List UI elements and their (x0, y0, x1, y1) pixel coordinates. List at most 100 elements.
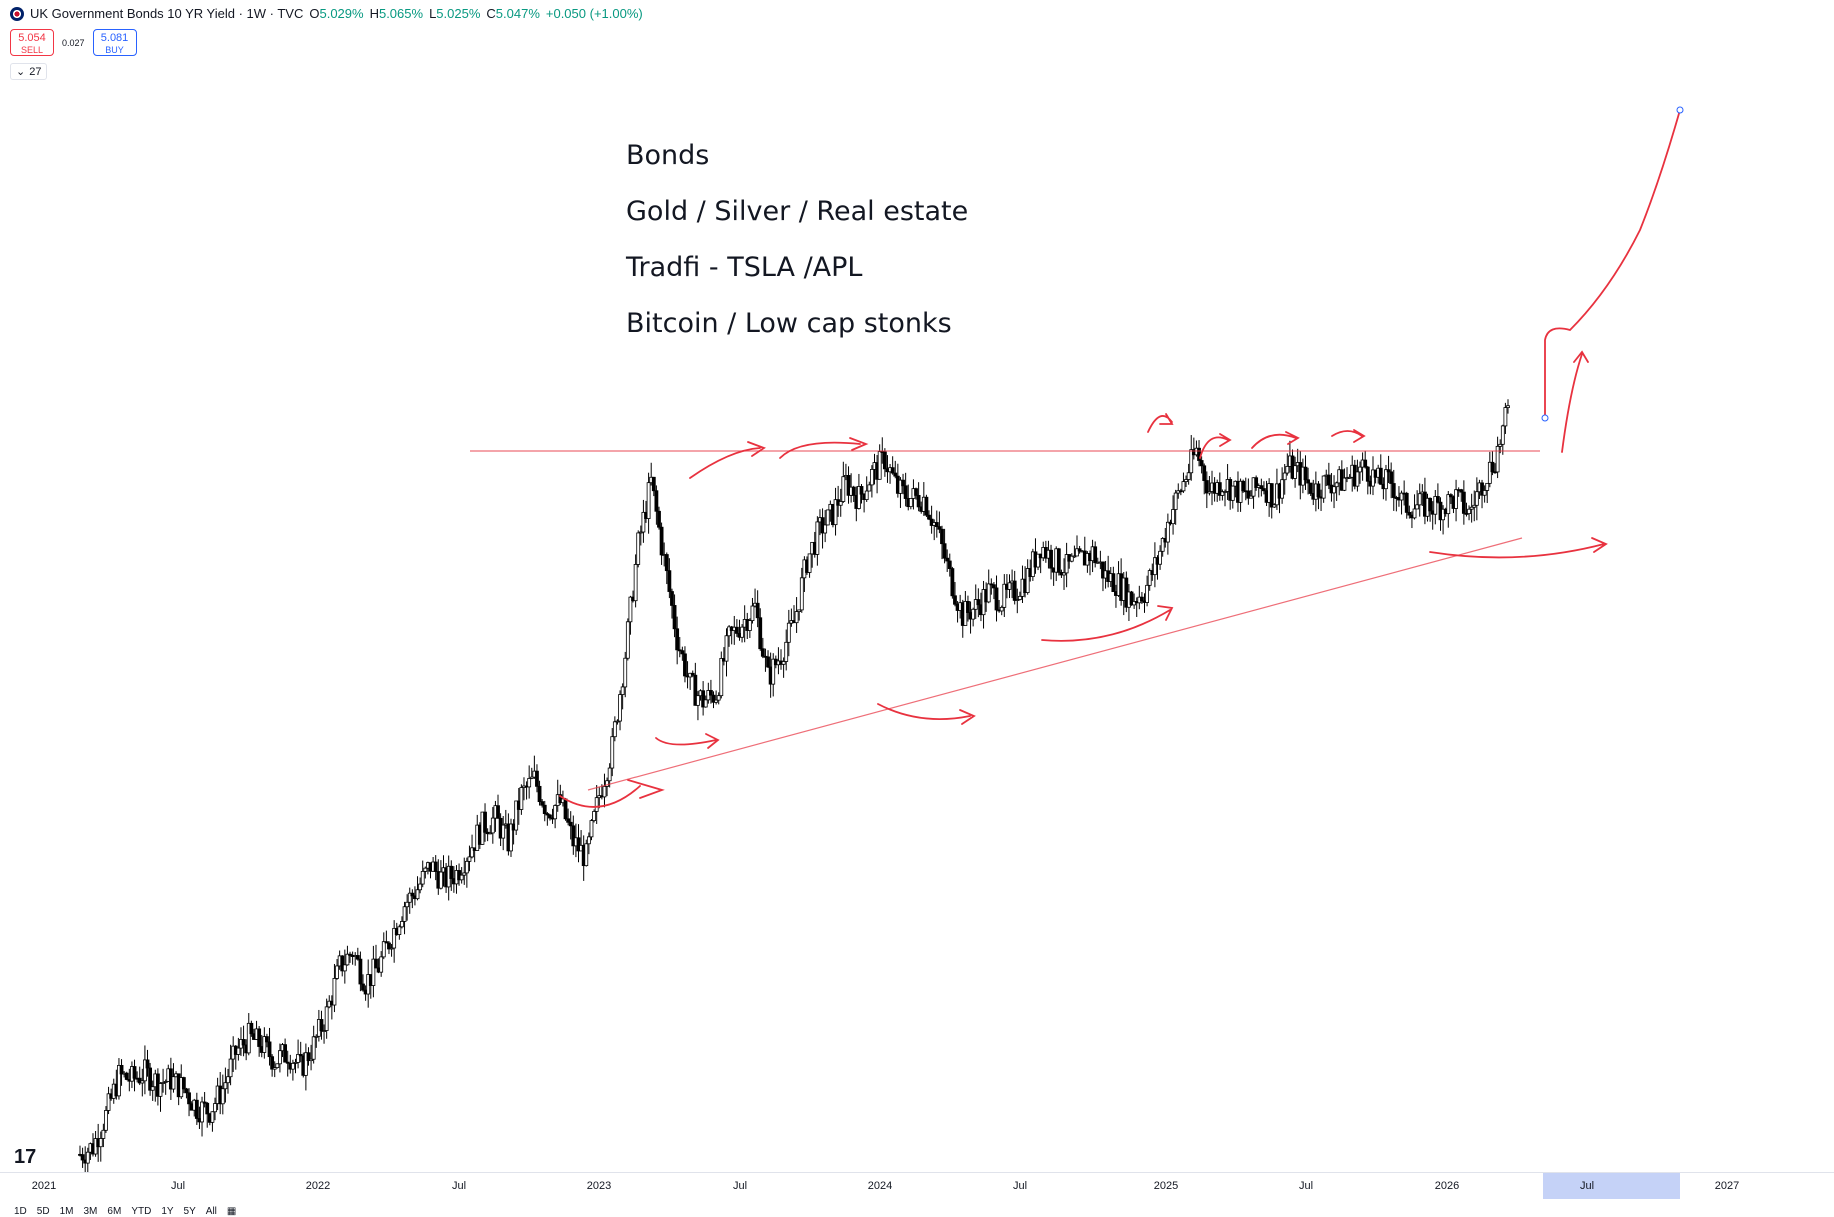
time-tick: Jul (1298, 1180, 1314, 1192)
candle-body (693, 674, 698, 706)
candle-body (1272, 504, 1277, 508)
candle-body (1503, 407, 1508, 427)
candle-body (1158, 550, 1162, 565)
candle-body (1358, 466, 1362, 473)
arrow-path (779, 437, 869, 459)
candle-body (145, 1059, 150, 1069)
ohlc-low: L5.025% (429, 6, 481, 21)
candle-body (1365, 466, 1370, 482)
range-6m-button[interactable]: 6M (107, 1206, 122, 1217)
candle-body (106, 1093, 111, 1111)
candle-body (589, 820, 594, 838)
candle-body (683, 653, 687, 677)
candle-body (571, 825, 576, 847)
range-5y-button[interactable]: 5Y (183, 1206, 196, 1217)
candle-body (755, 602, 760, 619)
candle-body (519, 787, 524, 810)
candle-body (1399, 492, 1404, 501)
ohlc-change: +0.050 (+1.00%) (545, 6, 643, 21)
candle-body (332, 978, 337, 1006)
candle-body (101, 1129, 106, 1139)
candle-body (568, 821, 573, 827)
candle-body (937, 526, 942, 530)
candle-body (703, 699, 708, 708)
symbol-title[interactable]: UK Government Bonds 10 YR Yield · 1W · T… (30, 6, 304, 21)
candle-body (379, 956, 384, 973)
candle-body (1446, 494, 1451, 515)
candle-body (545, 813, 550, 816)
candle-body (654, 490, 659, 512)
candle-body (760, 648, 765, 657)
candle-body (361, 983, 365, 991)
candle-body (1165, 521, 1170, 543)
candle-body (1062, 572, 1066, 576)
candle-body (397, 926, 402, 935)
range-3m-button[interactable]: 3M (83, 1206, 98, 1217)
indicators-toggle[interactable]: ⌄ 27 (10, 63, 48, 80)
candle-body (1184, 479, 1188, 483)
candle-body (877, 451, 882, 480)
buy-button[interactable]: 5.081 BUY (92, 29, 137, 56)
candle-body (1207, 491, 1212, 494)
candle-body (345, 953, 350, 966)
candle-body (143, 1059, 147, 1082)
candle-body (314, 1035, 319, 1038)
arrow-path (559, 779, 665, 808)
candle-body (1056, 548, 1061, 573)
candle-body (194, 1099, 199, 1119)
candle-body (942, 543, 947, 559)
candle-body (163, 1081, 168, 1083)
price-chart[interactable] (0, 0, 1834, 1172)
legend-row: UK Government Bonds 10 YR Yield · 1W · T… (10, 6, 643, 21)
candle-body (825, 509, 830, 526)
candle-body (241, 1039, 246, 1046)
candle-body (514, 800, 519, 831)
ohlc-open: O5.029% (309, 6, 364, 21)
range-1d-button[interactable]: 1D (14, 1206, 27, 1217)
candle-body (392, 927, 397, 949)
candle-body (1308, 482, 1313, 494)
candle-body (1262, 488, 1266, 492)
calendar-icon[interactable]: ▦ (226, 1206, 237, 1217)
candle-body (623, 657, 628, 688)
candle-body (992, 584, 996, 589)
range-ytd-button[interactable]: YTD (131, 1206, 152, 1217)
chevron-down-icon: ⌄ (16, 66, 26, 78)
time-tick: Jul (1012, 1180, 1028, 1192)
candle-body (1303, 466, 1308, 481)
range-5d-button[interactable]: 5D (36, 1206, 50, 1217)
candle-body (285, 1061, 290, 1064)
spread-value: 0.027 (62, 37, 85, 48)
candle-body (612, 721, 617, 738)
candle-body (1459, 489, 1464, 493)
candle-body (1269, 483, 1274, 508)
candle-body (220, 1088, 225, 1105)
sell-button[interactable]: 5.054 SELL (10, 29, 54, 56)
candle-body (483, 811, 487, 833)
ohlc-close: C5.047% (486, 6, 540, 21)
candle-body (947, 560, 952, 569)
tradingview-logo[interactable]: 17 (14, 1146, 37, 1168)
candle-body (740, 626, 744, 638)
candle-body (1036, 553, 1040, 568)
chart-header: UK Government Bonds 10 YR Yield · 1W · T… (10, 6, 643, 80)
candle-body (807, 553, 812, 573)
candle-body (646, 482, 651, 519)
candle-body (1181, 481, 1186, 492)
candle-body (610, 736, 615, 769)
candle-body (620, 686, 625, 695)
candle-body (1017, 595, 1022, 600)
range-all-button[interactable]: All (205, 1206, 217, 1217)
candle-body (781, 661, 786, 665)
range-1y-button[interactable]: 1Y (161, 1206, 174, 1217)
candle-body (1072, 555, 1077, 558)
candle-body (387, 942, 391, 950)
range-1m-button[interactable]: 1M (59, 1206, 74, 1217)
candle-body (433, 861, 438, 872)
time-tick: Jul (732, 1180, 748, 1192)
candle-body (1285, 466, 1290, 474)
candle-body (449, 865, 454, 879)
candle-body (342, 964, 347, 972)
time-axis[interactable]: 2021 Jul 2022 Jul 2023 Jul 2024 Jul 2025… (0, 1172, 1834, 1199)
candle-body (766, 656, 770, 668)
